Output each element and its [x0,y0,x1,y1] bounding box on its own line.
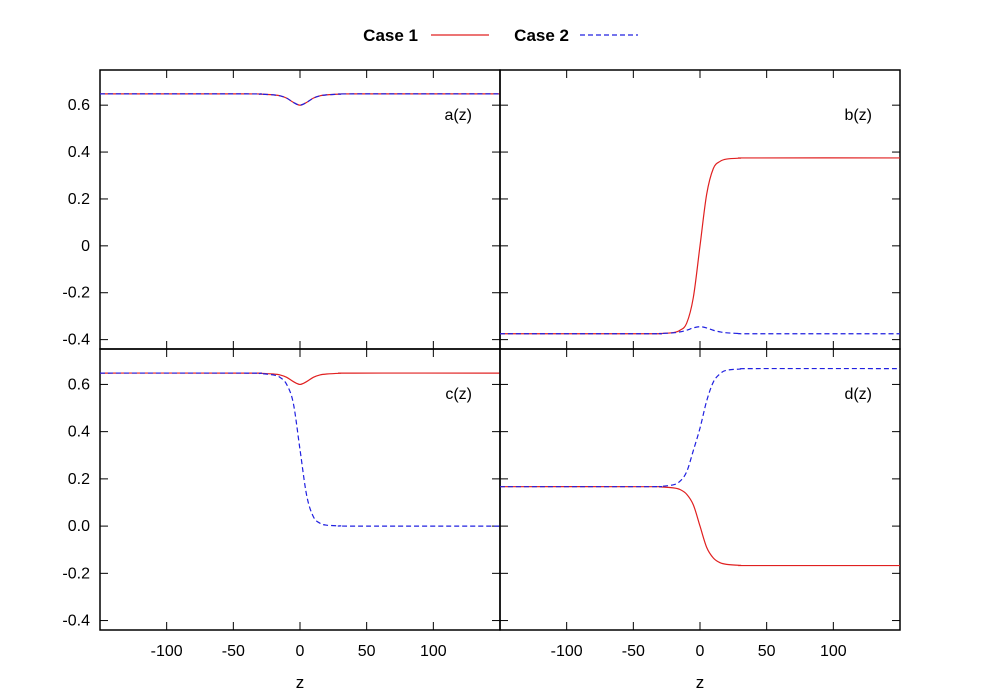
panel-c-curves [100,372,500,527]
ytick-label: -0.2 [62,285,90,302]
panel-b-frame [499,69,901,350]
panel-b-curves [500,157,900,335]
ytick-label: 0.2 [68,471,90,488]
ytick-label: -0.4 [62,613,90,630]
series-line-c-2 [100,372,500,527]
panel-b: b(z) [499,69,901,350]
xtick-label: 50 [758,643,776,660]
xtick-label: 0 [696,643,705,660]
series-line-d-2 [500,367,900,488]
xtick-label: -50 [622,643,645,660]
xtick-label: 50 [358,643,376,660]
panel-d-frame [499,348,901,631]
series-line-c-1 [100,372,500,386]
series-line-a-1 [100,93,500,106]
panel-d-curves [500,367,900,567]
legend: Case 1 Case 2 [363,26,638,45]
panel-c-frame [99,348,501,631]
xtick-label: 0 [296,643,305,660]
ytick-label: 0 [81,238,90,255]
legend-label-2: Case 2 [514,26,569,45]
ytick-label: 0.4 [68,144,90,161]
panel-a-curves [100,93,500,106]
panel-d: -100 -50 0 50 100 z d(z) [499,348,901,692]
xtick-label: -50 [222,643,245,660]
series-line-b-2 [500,326,900,335]
xtick-label: -100 [151,643,183,660]
x-axis-label: z [696,673,705,692]
panel-c: 0.6 0.4 0.2 0.0 -0.2 -0.4 -100 -50 0 50 100 z c(z) [62,348,501,692]
series-line-a-2 [100,93,500,106]
panel-d-label: d(z) [844,386,872,403]
ytick-label: 0.6 [68,376,90,393]
panel-a-label: a(z) [444,107,472,124]
ytick-label: 0.2 [68,191,90,208]
xtick-label: 100 [420,643,447,660]
xtick-label: -100 [551,643,583,660]
ytick-label: 0.0 [68,518,90,535]
xtick-label: 100 [820,643,847,660]
ytick-label: 0.6 [68,97,90,114]
panel-b-label: b(z) [844,107,872,124]
x-axis-label: z [296,673,305,692]
panel-a: 0.6 0.4 0.2 0 -0.2 -0.4 a(z) [62,69,501,350]
ytick-label: 0.4 [68,424,90,441]
series-line-b-1 [500,157,900,335]
legend-label-1: Case 1 [363,26,418,45]
panel-a-frame [99,69,501,350]
ytick-label: -0.2 [62,565,90,582]
panel-c-label: c(z) [445,386,472,403]
series-line-d-1 [500,486,900,567]
ytick-label: -0.4 [62,332,90,349]
